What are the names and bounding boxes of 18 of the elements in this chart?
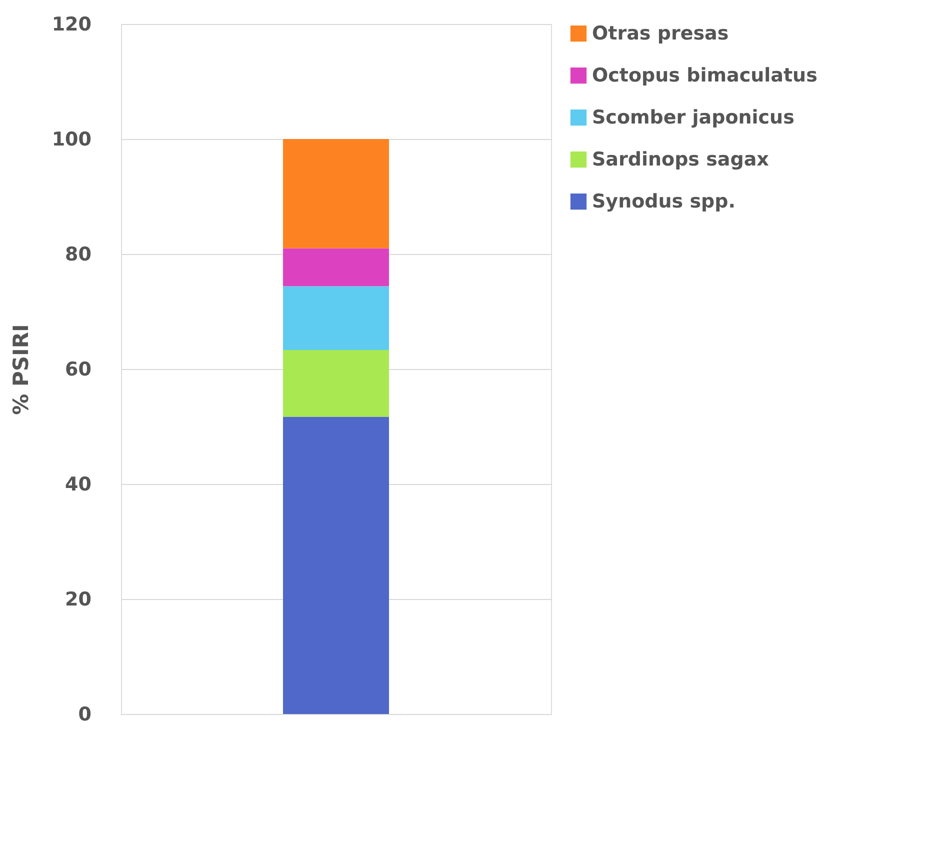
- y-tick-label: 60: [65, 358, 92, 380]
- legend-label: Otras presas: [592, 22, 729, 44]
- bar: [283, 139, 389, 248]
- bar: [283, 248, 389, 286]
- y-tick-label: 80: [65, 244, 92, 266]
- y-tick-label: 0: [78, 704, 92, 726]
- y-tick-label: 120: [52, 14, 92, 36]
- legend-label: Synodus spp.: [592, 190, 736, 212]
- y-tick-label: 20: [65, 588, 92, 610]
- y-tick-label: 40: [65, 474, 92, 496]
- y-axis-title: % PSIRI: [8, 324, 33, 415]
- legend-label: Sardinops sagax: [592, 148, 769, 170]
- bar: [283, 286, 389, 350]
- legend-label: Scomber japonicus: [592, 106, 794, 128]
- bar: [283, 350, 389, 417]
- y-tick-label: 100: [52, 128, 92, 150]
- bar: [283, 416, 389, 714]
- legend-label: Octopus bimaculatus: [592, 64, 818, 86]
